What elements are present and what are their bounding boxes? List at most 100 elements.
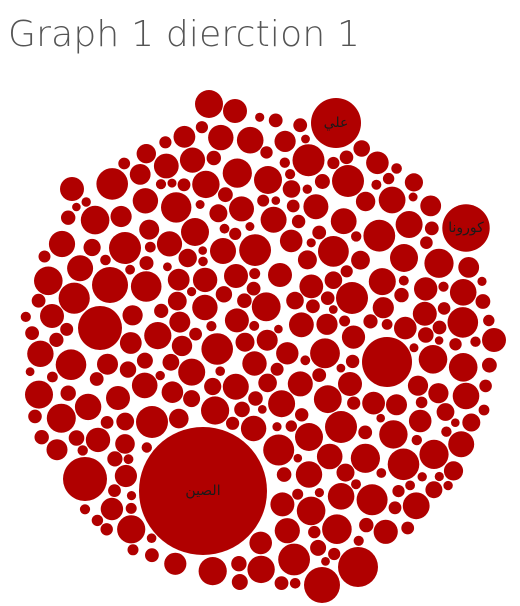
bubble	[312, 368, 326, 382]
bubble	[296, 461, 322, 487]
bubble	[178, 178, 191, 191]
bubble	[223, 374, 249, 400]
bubble	[346, 355, 359, 368]
bubble	[169, 409, 189, 429]
bubble	[209, 204, 227, 222]
bubble	[470, 337, 480, 347]
bubble	[144, 322, 171, 349]
bubble	[275, 518, 300, 543]
bubble	[159, 136, 171, 148]
bubble	[425, 222, 439, 236]
bubble	[210, 238, 236, 264]
bubble	[108, 484, 121, 497]
bubble	[145, 242, 156, 253]
bubble	[325, 411, 357, 443]
bubble	[301, 135, 310, 144]
bubble	[425, 481, 442, 498]
bubble	[257, 330, 278, 351]
bubble	[249, 268, 260, 279]
bubble	[236, 333, 255, 352]
bubble	[97, 354, 118, 375]
bubble	[287, 200, 300, 213]
bubble	[162, 381, 184, 403]
bubble	[449, 338, 461, 350]
bubble	[109, 232, 141, 264]
bubble	[386, 394, 407, 415]
bubble	[35, 430, 49, 444]
bubble	[199, 557, 227, 585]
bubble	[63, 457, 107, 501]
bubble	[394, 288, 408, 302]
bubble	[416, 397, 428, 409]
bubble	[276, 342, 298, 364]
bubble	[272, 196, 281, 205]
bubble	[258, 374, 277, 393]
bubble	[271, 363, 284, 376]
bubble	[154, 154, 179, 179]
bubble	[145, 548, 159, 562]
bubble	[120, 332, 142, 354]
bubble	[290, 578, 301, 589]
bubble	[292, 489, 303, 500]
bubble	[237, 293, 252, 308]
bubble	[363, 314, 377, 328]
bubble	[116, 413, 134, 431]
bubble	[198, 257, 208, 267]
bubble	[26, 367, 35, 376]
bubble	[373, 297, 394, 318]
bubble	[412, 435, 422, 445]
bubble	[315, 488, 324, 497]
bubble	[204, 378, 221, 395]
bubble	[363, 220, 395, 252]
bubble	[289, 312, 314, 337]
bubble	[308, 526, 320, 538]
bubble	[40, 304, 64, 328]
bubble-label: الصين	[185, 483, 220, 499]
bubble	[347, 397, 360, 410]
bubble	[132, 373, 158, 399]
bubble	[72, 203, 81, 212]
bubble	[418, 472, 427, 481]
bubble	[280, 230, 303, 253]
bubble	[247, 282, 261, 296]
bubble	[293, 118, 307, 132]
bubble	[252, 292, 281, 321]
bubble	[396, 211, 423, 238]
bubble	[189, 328, 202, 341]
bubble	[142, 442, 152, 452]
bubble	[245, 222, 254, 231]
bubble	[81, 206, 110, 235]
bubble	[224, 264, 248, 288]
bubble	[420, 236, 433, 249]
bubble	[260, 146, 272, 158]
bubble	[280, 158, 290, 168]
bubble	[304, 567, 340, 603]
bubble	[314, 385, 342, 413]
bubble	[392, 485, 404, 497]
bubble	[196, 121, 208, 133]
bubble	[207, 151, 221, 165]
bubble	[156, 371, 165, 380]
bubble	[136, 406, 168, 438]
bubble	[234, 402, 250, 418]
bubble	[414, 277, 437, 300]
bubble	[115, 434, 135, 454]
bubble	[254, 166, 282, 194]
bubble	[154, 304, 168, 318]
bubble	[435, 336, 444, 345]
bubble	[198, 246, 207, 255]
bubble	[92, 515, 103, 526]
bubble	[351, 444, 380, 473]
bubble	[241, 416, 266, 441]
bubble	[268, 263, 292, 287]
bubble	[383, 173, 394, 184]
bubble	[192, 295, 217, 320]
bubble	[399, 276, 409, 286]
bubble	[178, 359, 205, 386]
bubble	[462, 414, 480, 432]
bubble	[283, 180, 301, 198]
bubble	[131, 271, 162, 302]
bubble	[371, 180, 381, 190]
bubble	[84, 239, 101, 256]
bubble	[268, 390, 295, 417]
